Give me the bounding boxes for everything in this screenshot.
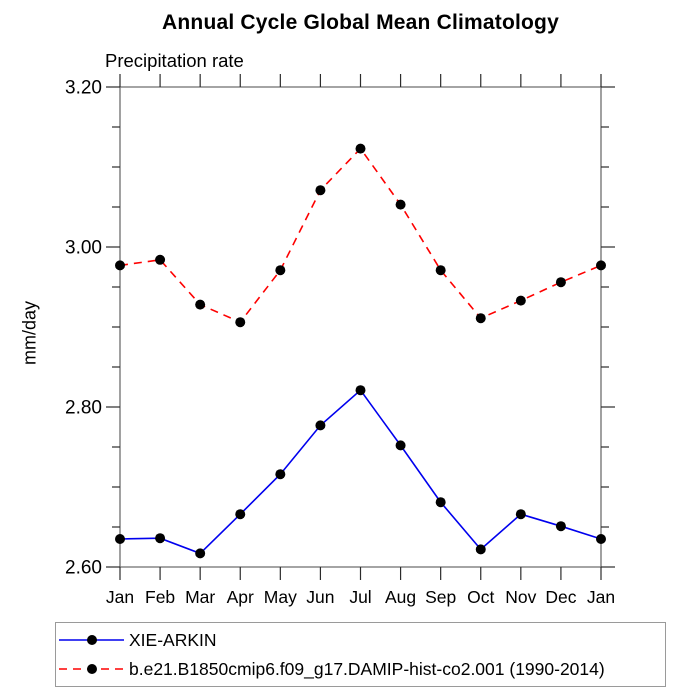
x-tick-label: Jan [587, 587, 615, 607]
legend-line-dashed-icon [59, 664, 124, 674]
x-tick-label: Mar [185, 587, 215, 607]
data-point-marker [115, 260, 125, 271]
data-point-marker [555, 277, 566, 288]
chart-title: Annual Cycle Global Mean Climatology [162, 11, 559, 34]
x-tick-label: Nov [505, 587, 536, 607]
data-point-marker [395, 199, 406, 210]
data-point-marker [235, 317, 246, 328]
data-point-marker [475, 313, 486, 324]
data-point-marker [275, 265, 286, 276]
chart-subtitle: Precipitation rate [105, 50, 244, 71]
x-tick-label: Jan [106, 587, 134, 607]
data-point-marker [155, 533, 166, 544]
y-axis-ticks [106, 86, 615, 568]
legend-item-model: b.e21.B1850cmip6.f09_g17.DAMIP-hist-co2.… [56, 655, 665, 684]
data-point-marker [315, 185, 326, 196]
y-tick-label: 2.80 [65, 398, 102, 419]
data-point-marker [475, 544, 486, 555]
data-point-marker [435, 497, 446, 508]
plot-frame [119, 86, 602, 568]
y-tick-label: 3.00 [65, 238, 102, 259]
data-point-marker [515, 295, 526, 306]
legend-label: XIE-ARKIN [129, 629, 217, 650]
legend-label: b.e21.B1850cmip6.f09_g17.DAMIP-hist-co2.… [129, 658, 605, 679]
data-point-marker [155, 254, 166, 265]
y-tick-label: 3.20 [65, 78, 102, 99]
y-tick-label: 2.60 [65, 558, 102, 579]
y-tick-labels: 2.60 2.80 3.00 3.20 [65, 78, 102, 579]
legend-box: XIE-ARKIN b.e21.B1850cmip6.f09_g17.DAMIP… [55, 622, 666, 687]
data-point-marker [596, 534, 606, 544]
x-tick-label: Sep [425, 587, 456, 607]
data-point-marker [355, 143, 366, 154]
x-tick-label: Oct [467, 587, 494, 607]
x-tick-label: Dec [545, 587, 576, 607]
x-tick-label: Jun [306, 587, 334, 607]
legend-item-xie-arkin: XIE-ARKIN [56, 626, 665, 655]
series-markers-1 [115, 143, 606, 328]
x-tick-label: Apr [227, 587, 254, 607]
data-point-marker [515, 509, 526, 520]
data-point-marker [235, 509, 246, 520]
x-tick-label: May [264, 587, 297, 607]
data-point-marker [355, 385, 366, 396]
x-axis-ticks [119, 74, 602, 580]
series-markers-0 [115, 385, 606, 559]
data-point-marker [275, 469, 286, 480]
data-point-marker [555, 521, 566, 532]
data-point-marker [115, 534, 125, 544]
data-point-marker [315, 420, 326, 431]
data-point-marker [195, 299, 206, 310]
x-tick-labels: Jan Feb Mar Apr May Jun Jul Aug Sep Oct Nov Dec Jan [106, 587, 615, 607]
x-tick-label: Feb [145, 587, 175, 607]
data-point-marker [395, 440, 406, 451]
data-point-marker [596, 260, 606, 271]
legend-line-solid-icon [59, 635, 124, 645]
data-point-marker [195, 548, 206, 559]
series-line-0 [119, 389, 602, 555]
x-tick-label: Jul [349, 587, 371, 607]
data-point-marker [435, 265, 446, 276]
series-line-1 [119, 147, 602, 324]
x-tick-label: Aug [385, 587, 416, 607]
